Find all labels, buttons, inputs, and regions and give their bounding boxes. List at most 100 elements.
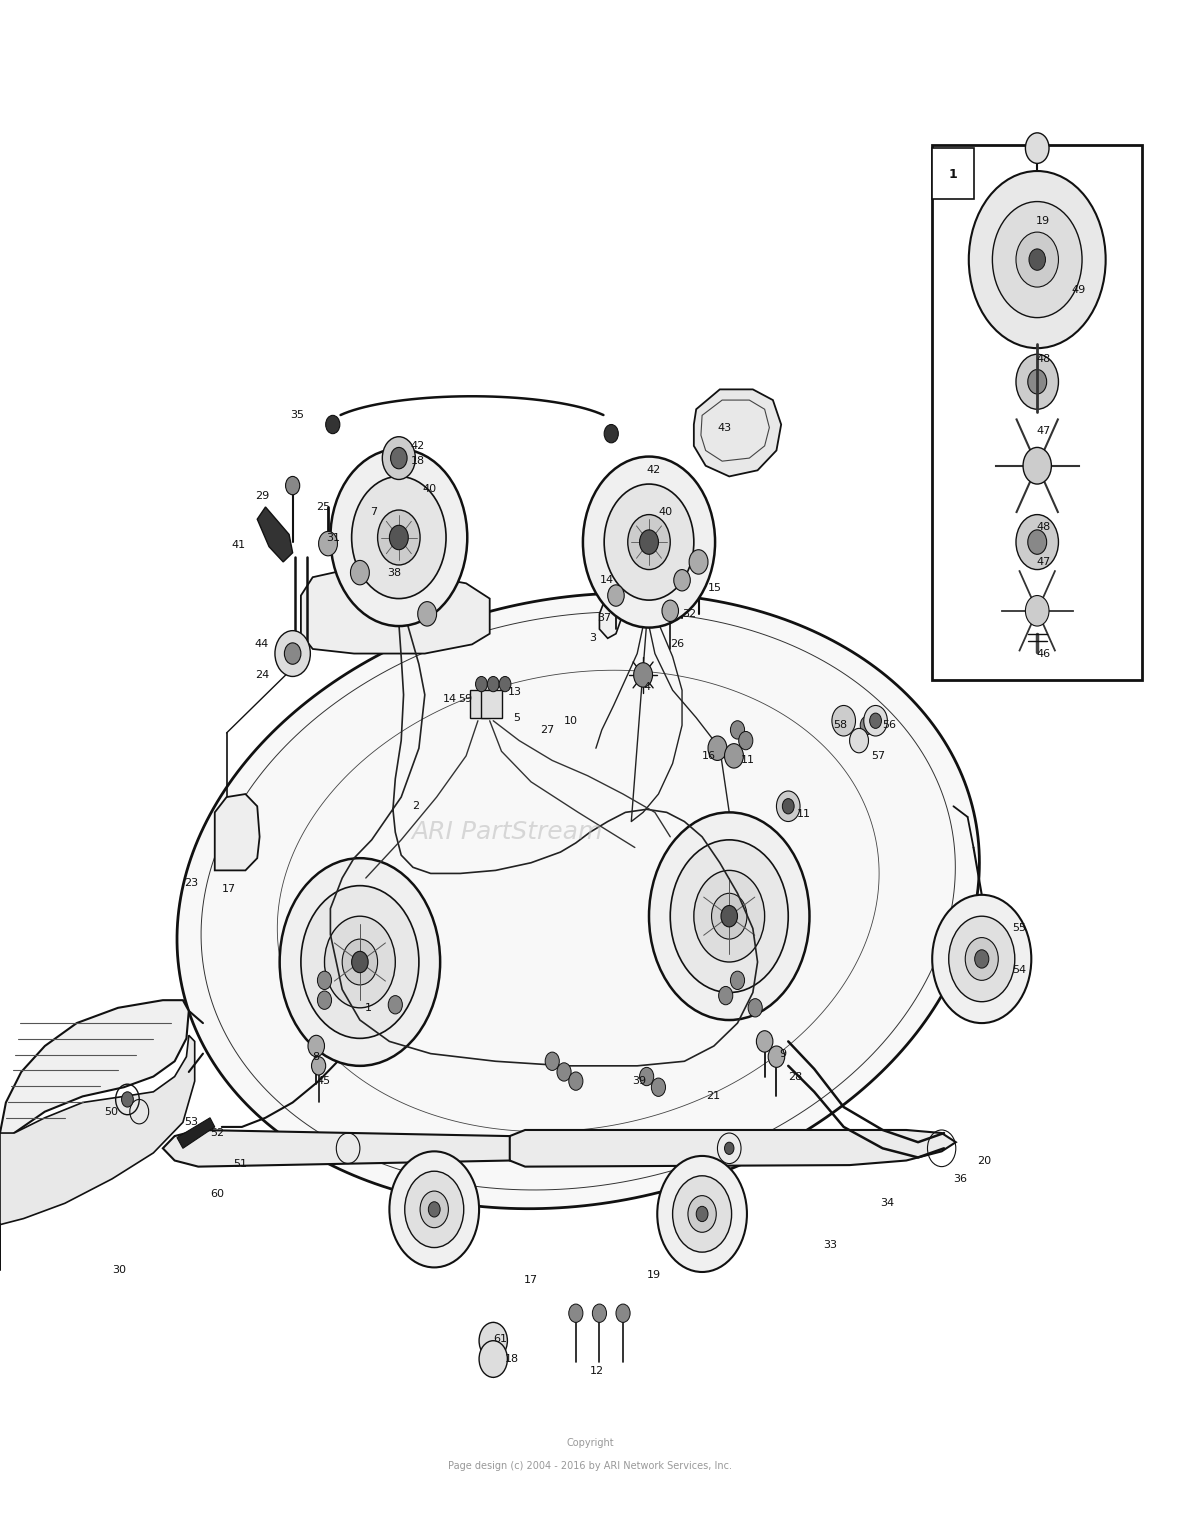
Polygon shape bbox=[0, 1000, 189, 1148]
Text: Copyright: Copyright bbox=[566, 1438, 614, 1448]
Circle shape bbox=[592, 1304, 607, 1322]
Circle shape bbox=[487, 676, 499, 692]
Circle shape bbox=[378, 510, 420, 565]
Circle shape bbox=[1016, 354, 1058, 409]
Text: 18: 18 bbox=[411, 457, 425, 466]
Circle shape bbox=[405, 1171, 464, 1248]
Circle shape bbox=[649, 812, 809, 1020]
Text: 27: 27 bbox=[540, 725, 555, 734]
Text: 26: 26 bbox=[670, 640, 684, 649]
Text: 14: 14 bbox=[599, 576, 614, 585]
Text: 52: 52 bbox=[210, 1128, 224, 1138]
Circle shape bbox=[420, 1191, 448, 1228]
Circle shape bbox=[688, 1196, 716, 1232]
Circle shape bbox=[640, 1067, 654, 1086]
Circle shape bbox=[730, 721, 745, 739]
Circle shape bbox=[776, 791, 800, 822]
Circle shape bbox=[712, 893, 747, 939]
Circle shape bbox=[476, 676, 487, 692]
Polygon shape bbox=[481, 690, 501, 718]
Text: 19: 19 bbox=[1036, 217, 1050, 226]
Circle shape bbox=[569, 1072, 583, 1090]
Text: 42: 42 bbox=[647, 466, 661, 475]
Polygon shape bbox=[177, 592, 979, 1209]
Circle shape bbox=[725, 1142, 734, 1154]
Text: 40: 40 bbox=[658, 507, 673, 516]
Circle shape bbox=[569, 1304, 583, 1322]
Text: 10: 10 bbox=[564, 716, 578, 725]
Text: 39: 39 bbox=[632, 1077, 647, 1086]
Circle shape bbox=[382, 437, 415, 479]
Circle shape bbox=[286, 476, 300, 495]
Text: 4: 4 bbox=[643, 683, 650, 692]
Polygon shape bbox=[470, 690, 490, 718]
Polygon shape bbox=[301, 568, 490, 654]
Text: ARI PartStream: ARI PartStream bbox=[412, 820, 603, 844]
Circle shape bbox=[418, 602, 437, 626]
Circle shape bbox=[352, 476, 446, 599]
Polygon shape bbox=[163, 1130, 510, 1167]
Polygon shape bbox=[505, 1130, 956, 1167]
Circle shape bbox=[850, 728, 868, 753]
Text: 59: 59 bbox=[458, 695, 472, 704]
Circle shape bbox=[388, 996, 402, 1014]
Circle shape bbox=[870, 713, 881, 728]
Circle shape bbox=[992, 202, 1082, 318]
Text: 41: 41 bbox=[231, 541, 245, 550]
Circle shape bbox=[284, 643, 301, 664]
Circle shape bbox=[545, 1052, 559, 1070]
Circle shape bbox=[768, 1046, 785, 1067]
Text: 48: 48 bbox=[1036, 354, 1050, 363]
Circle shape bbox=[689, 550, 708, 574]
Text: 21: 21 bbox=[706, 1092, 720, 1101]
Circle shape bbox=[756, 1031, 773, 1052]
Circle shape bbox=[673, 1176, 732, 1252]
Circle shape bbox=[352, 951, 368, 973]
Circle shape bbox=[719, 986, 733, 1005]
Circle shape bbox=[932, 895, 1031, 1023]
Circle shape bbox=[308, 1035, 325, 1057]
Bar bbox=[932, 148, 974, 199]
Circle shape bbox=[1025, 596, 1049, 626]
Text: 19: 19 bbox=[647, 1270, 661, 1280]
Circle shape bbox=[860, 716, 874, 734]
Circle shape bbox=[1016, 232, 1058, 287]
Circle shape bbox=[280, 858, 440, 1066]
Circle shape bbox=[975, 950, 989, 968]
Circle shape bbox=[852, 731, 866, 750]
Text: 48: 48 bbox=[1036, 522, 1050, 531]
Polygon shape bbox=[177, 1118, 215, 1148]
Text: 3: 3 bbox=[589, 634, 596, 643]
Text: 61: 61 bbox=[493, 1335, 507, 1344]
Circle shape bbox=[326, 415, 340, 434]
Circle shape bbox=[628, 515, 670, 570]
Text: 58: 58 bbox=[833, 721, 847, 730]
Circle shape bbox=[708, 736, 727, 760]
Text: 7: 7 bbox=[371, 507, 378, 516]
Circle shape bbox=[324, 916, 395, 1008]
Circle shape bbox=[730, 971, 745, 989]
Text: 11: 11 bbox=[741, 756, 755, 765]
Circle shape bbox=[864, 705, 887, 736]
Circle shape bbox=[389, 1151, 479, 1267]
Circle shape bbox=[616, 1304, 630, 1322]
Circle shape bbox=[391, 447, 407, 469]
Text: 17: 17 bbox=[524, 1275, 538, 1284]
Circle shape bbox=[604, 425, 618, 443]
Text: 1: 1 bbox=[365, 1003, 372, 1012]
Text: 51: 51 bbox=[234, 1159, 248, 1168]
Circle shape bbox=[640, 530, 658, 554]
Circle shape bbox=[1028, 530, 1047, 554]
Text: 50: 50 bbox=[104, 1107, 118, 1116]
Circle shape bbox=[651, 1078, 666, 1096]
Circle shape bbox=[312, 1057, 326, 1075]
Circle shape bbox=[608, 585, 624, 606]
Circle shape bbox=[499, 676, 511, 692]
Text: 14: 14 bbox=[442, 695, 457, 704]
Circle shape bbox=[748, 999, 762, 1017]
Polygon shape bbox=[0, 1035, 195, 1270]
Text: 16: 16 bbox=[702, 751, 716, 760]
Circle shape bbox=[275, 631, 310, 676]
Text: 47: 47 bbox=[1036, 557, 1050, 567]
Text: 8: 8 bbox=[313, 1052, 320, 1061]
